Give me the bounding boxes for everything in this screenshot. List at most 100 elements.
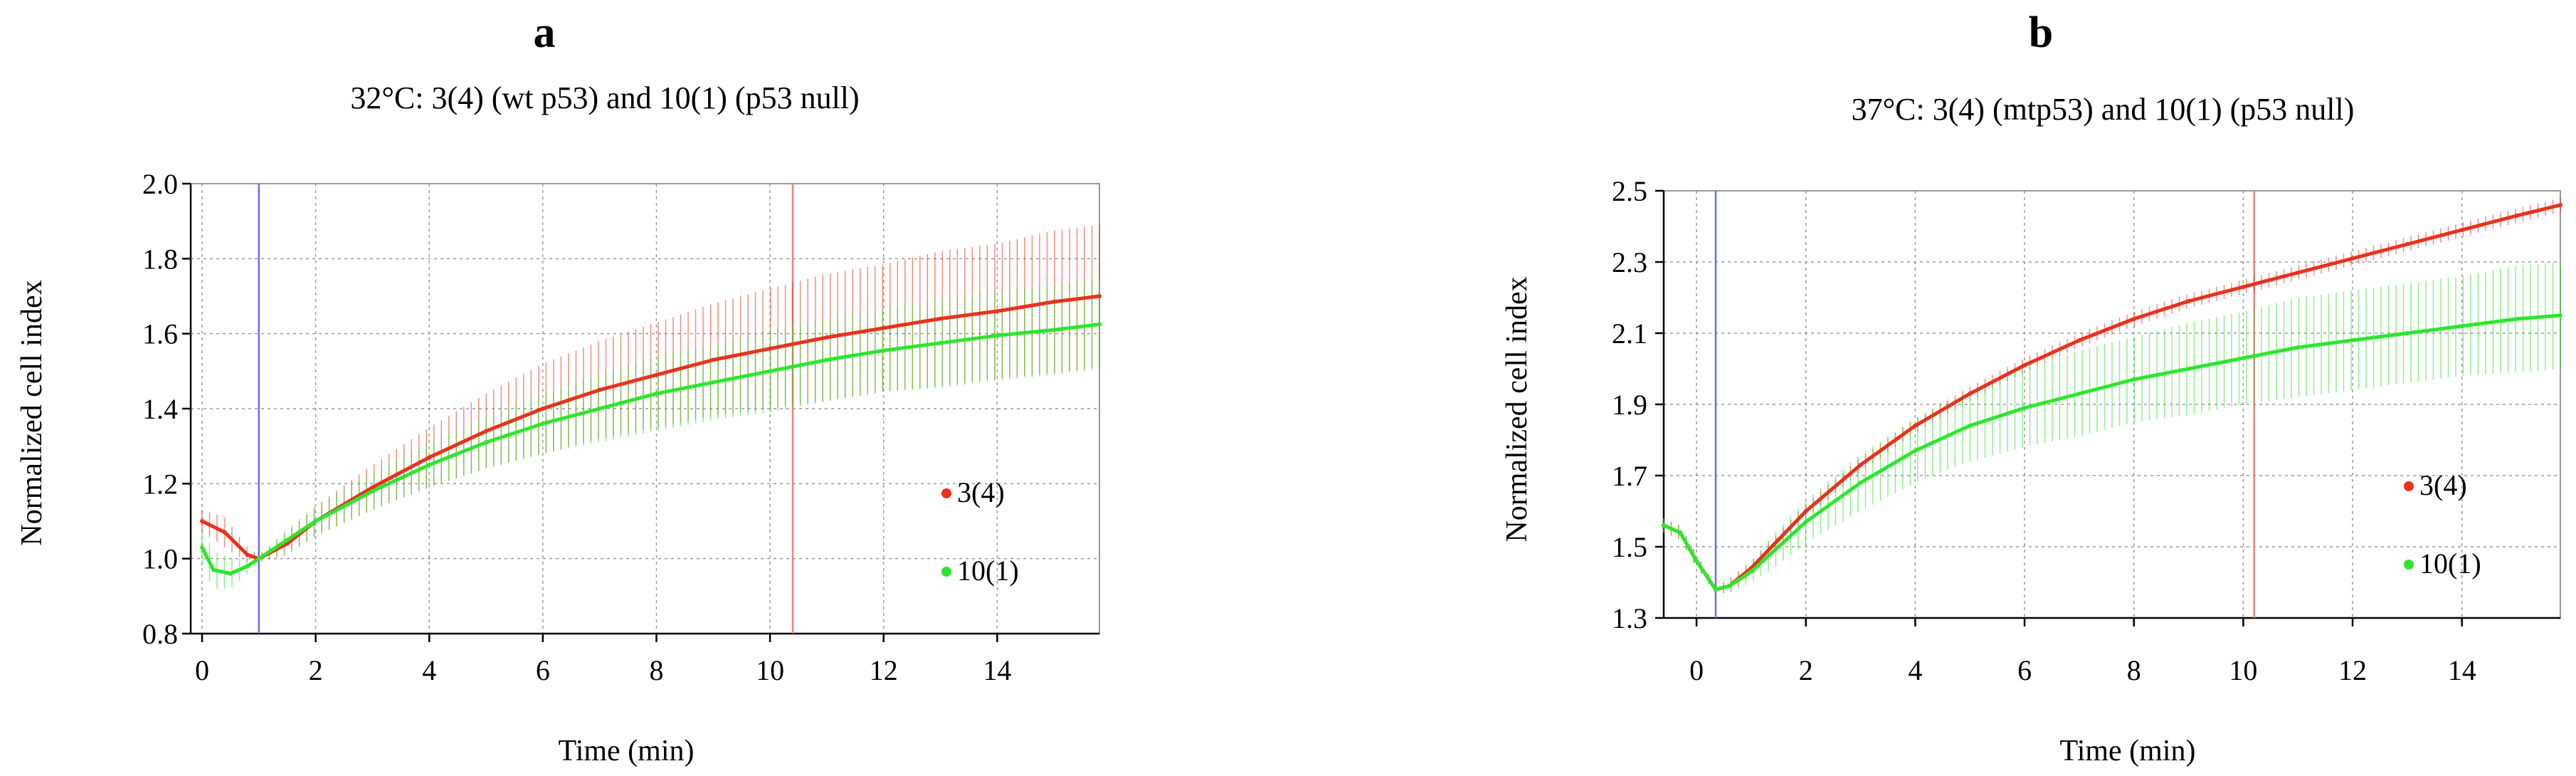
data-point — [540, 421, 545, 426]
chart-title-b: 37°C: 3(4) (mtp53) and 10(1) (p53 null) — [1852, 92, 2355, 127]
y-tick-label: 2.3 — [1612, 246, 1647, 278]
data-point — [711, 380, 716, 385]
chart-title-a: 32°C: 3(4) (wt p53) and 10(1) (p53 null) — [350, 80, 859, 115]
y-tick-label: 2.1 — [1612, 318, 1647, 350]
data-point — [938, 316, 943, 321]
data-point — [2022, 363, 2027, 367]
data-point — [824, 335, 829, 340]
y-tick-label: 0.8 — [142, 618, 178, 650]
data-point — [313, 519, 318, 523]
plot-area-b: 0 2 4 6 8 10 12 14 1.3 1.5 1.7 1.9 2.1 2.3 2.5 3(4) 10(1… — [1612, 175, 2562, 686]
chart-panel-a: a 32°C: 3(4) (wt p53) and 10(1) (p53 nul… — [16, 9, 1102, 767]
data-point — [2350, 338, 2355, 342]
data-point — [2459, 324, 2464, 328]
data-point — [256, 556, 261, 561]
panel-letter-a: a — [534, 9, 556, 57]
data-point — [995, 333, 1000, 338]
legend-label: 10(1) — [2419, 547, 2481, 580]
data-point — [2131, 377, 2136, 382]
data-point — [2022, 406, 2027, 410]
data-point — [427, 463, 432, 467]
x-axis-label-b: Time (min) — [2060, 735, 2196, 767]
x-tick-label: 2 — [309, 654, 323, 686]
data-point — [484, 429, 489, 434]
data-point — [2350, 256, 2355, 261]
data-point — [654, 391, 659, 396]
plot-area-a: 0 2 4 6 8 10 12 14 0.8 1.0 1.2 1.4 1.6 1.8 2.0 3(4) 10(1… — [142, 168, 1102, 686]
data-point — [1776, 545, 1781, 549]
x-tick-label: 10 — [756, 654, 784, 686]
legend-marker — [2404, 560, 2414, 570]
x-tick-label: 2 — [1799, 654, 1813, 686]
y-tick-label: 1.3 — [1612, 602, 1647, 634]
data-point — [654, 372, 659, 377]
data-point — [2405, 331, 2409, 335]
series-line — [1663, 313, 2561, 592]
data-point — [540, 407, 545, 411]
data-point — [1968, 392, 1973, 396]
data-point — [2131, 317, 2136, 321]
x-tick-label: 4 — [422, 654, 436, 686]
data-point — [199, 519, 204, 523]
x-tick-label: 8 — [649, 654, 663, 686]
data-point — [2405, 242, 2409, 246]
data-point — [2186, 367, 2191, 371]
data-point — [2558, 203, 2562, 207]
data-point — [1776, 538, 1781, 542]
x-tick-label: 0 — [1689, 654, 1704, 686]
legend-marker — [941, 488, 951, 498]
data-point — [1913, 449, 1918, 453]
data-point — [2514, 317, 2519, 321]
data-point — [1694, 559, 1699, 563]
x-tick-label: 10 — [2229, 654, 2257, 686]
data-point — [2241, 285, 2246, 289]
data-point — [484, 440, 489, 445]
data-point — [1713, 587, 1718, 592]
data-point — [1803, 520, 1808, 524]
data-point — [824, 357, 829, 362]
y-tick-label: 1.6 — [142, 318, 178, 350]
y-axis-label-a: Normalized cell index — [16, 280, 48, 545]
data-point — [2459, 228, 2464, 232]
data-point — [1662, 523, 1666, 528]
data-point — [1913, 424, 1918, 428]
data-point — [938, 340, 943, 345]
data-point — [2076, 392, 2081, 396]
data-point — [1052, 327, 1057, 332]
data-point — [2558, 313, 2562, 318]
y-tick-label: 2.5 — [1612, 175, 1647, 207]
y-axis-label-b: Normalized cell index — [1501, 276, 1534, 542]
x-tick-label: 12 — [2338, 654, 2367, 686]
data-point — [1858, 481, 1863, 485]
data-point — [245, 564, 250, 569]
data-point — [1678, 530, 1683, 535]
x-axis-label-a: Time (min) — [559, 735, 695, 767]
data-point — [285, 538, 290, 542]
data-point — [597, 407, 602, 411]
data-point — [1097, 294, 1102, 298]
x-tick-label: 4 — [1908, 654, 1922, 686]
data-point — [2296, 271, 2301, 275]
data-point — [427, 455, 432, 460]
x-tick-label: 6 — [536, 654, 550, 686]
x-tick-label: 14 — [983, 654, 1011, 686]
data-point — [711, 357, 716, 362]
data-point — [995, 309, 1000, 314]
chart-panel-b: b 37°C: 3(4) (mtp53) and 10(1) (p53 null… — [1501, 9, 2562, 767]
data-point — [881, 348, 886, 353]
y-tick-label: 1.8 — [142, 243, 178, 275]
data-point — [228, 571, 233, 576]
y-tick-label: 1.2 — [142, 468, 178, 500]
data-point — [1748, 570, 1753, 574]
data-point — [2296, 345, 2301, 350]
data-point — [2241, 356, 2246, 360]
x-tick-label: 14 — [2448, 654, 2476, 686]
data-point — [2514, 214, 2519, 218]
data-point — [1968, 424, 1973, 428]
x-tick-label: 8 — [2127, 654, 2141, 686]
y-tick-label: 1.0 — [142, 543, 178, 575]
data-point — [2186, 299, 2191, 303]
data-point — [370, 488, 375, 493]
data-point — [1052, 299, 1057, 304]
